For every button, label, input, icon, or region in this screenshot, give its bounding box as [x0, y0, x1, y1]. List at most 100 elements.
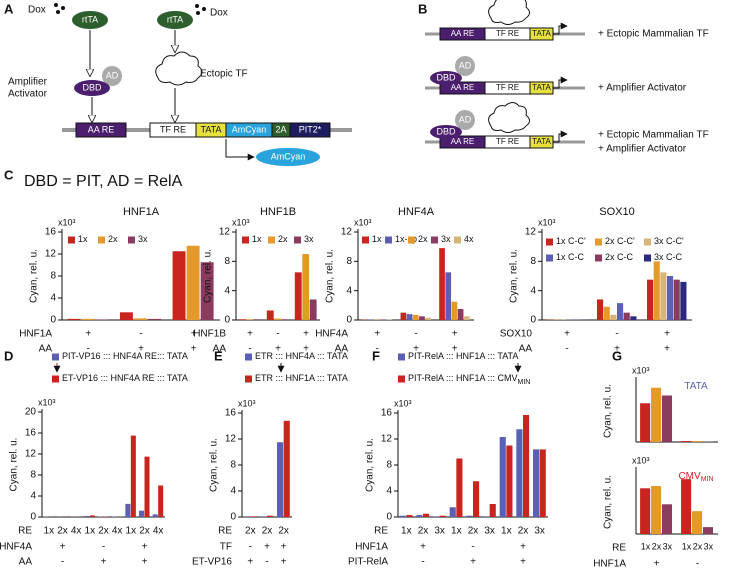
y-tick-label: 4	[30, 491, 36, 502]
ad-label: AD	[106, 70, 119, 80]
y-tick-label: 4	[346, 285, 352, 296]
y-axis-label: Cyan, rel. u.	[603, 384, 614, 438]
condition-label: HNF4A	[315, 329, 348, 340]
legend-label: 3x	[441, 234, 451, 244]
x-tick-label: 3x	[484, 526, 495, 537]
condition-value: -	[276, 329, 279, 340]
legend-label-main: PIT-RelA ::: HNF1A ::: TATA	[408, 351, 518, 361]
legend-swatch	[385, 236, 392, 244]
panel-label: B	[418, 1, 427, 16]
bar	[243, 516, 250, 517]
legend-label-main: 3x	[304, 234, 314, 244]
legend-label-main: 3x C-C'	[654, 236, 684, 246]
y-tick-label: 8	[224, 256, 230, 267]
condition-value: -	[248, 344, 251, 355]
x-tick-label: 2x	[139, 526, 150, 537]
legend-label-main: ET-VP16 ::: HNF4A RE ::: TATA	[62, 373, 188, 383]
bar-label: 2x	[693, 541, 703, 551]
legend-label-main: 2x	[108, 234, 118, 244]
legend-swatch	[454, 236, 461, 244]
chart-title-main: CMV	[678, 471, 701, 482]
bar	[152, 514, 158, 517]
condition-value: +	[247, 329, 253, 340]
bar	[119, 312, 133, 320]
panel-label: G	[612, 348, 622, 363]
bar	[439, 515, 446, 517]
bar	[681, 441, 692, 442]
condition-label: AA	[335, 344, 349, 355]
bar	[172, 251, 186, 320]
chart-title-sub: MIN	[701, 476, 714, 483]
bar-label: 3x	[663, 541, 673, 551]
legend-label: PIT-VP16 ::: HNF4A RE::: TATA	[62, 351, 188, 361]
y-tick-label: 8	[386, 460, 392, 471]
condition-value: +	[275, 344, 281, 355]
y-axis-label: Cyan, rel. u.	[29, 249, 40, 303]
legend-swatch	[431, 236, 438, 244]
legend-label: ETR ::: HNF4A ::: TATA	[255, 351, 348, 361]
y-axis-label: Cyan, rel. u.	[365, 438, 376, 492]
condition-value: +	[191, 344, 197, 355]
bar	[419, 316, 425, 320]
legend-swatch	[245, 353, 252, 361]
y-tick-label: 4	[386, 486, 392, 497]
y-tick-label: 0	[50, 315, 56, 326]
y-tick-label: 12	[225, 434, 237, 445]
legend-swatch	[408, 236, 415, 244]
promoter-arrow	[553, 130, 568, 143]
legend-swatch	[242, 236, 249, 244]
bar	[266, 310, 274, 320]
amplifier-label: Amplifier	[8, 77, 48, 88]
element-label: AA RE	[451, 83, 475, 92]
bar	[302, 254, 310, 320]
condition-value: -	[696, 559, 699, 570]
y-tick-label: 12	[45, 249, 57, 260]
bar-label: 1x	[641, 541, 651, 551]
condition-value: -	[414, 329, 417, 340]
x-tick-label: 1x	[44, 526, 55, 537]
multiplier: x10³	[58, 217, 76, 227]
legend-label-main: 1x	[372, 234, 382, 244]
bar	[516, 429, 523, 517]
condition-label: HNF1B	[193, 329, 226, 340]
bar	[433, 516, 440, 517]
ad	[455, 110, 475, 130]
legend-label: ETR ::: HNF1A ::: TATA	[255, 373, 348, 383]
multiplier: x10³	[632, 365, 650, 375]
legend-swatch	[398, 375, 405, 383]
bar	[148, 318, 161, 320]
y-tick-label: 0	[386, 512, 392, 523]
legend-label-main: 1x	[78, 234, 88, 244]
condition-value: +	[452, 329, 458, 340]
bar	[406, 314, 413, 320]
x-tick-label: 4x	[112, 526, 123, 537]
bar	[667, 276, 674, 320]
legend-swatch	[245, 375, 252, 383]
condition-value: +	[281, 542, 287, 553]
condition-value: +	[452, 344, 458, 355]
multiplier: x10³	[354, 217, 372, 227]
condition-value: -	[376, 344, 379, 355]
dox-label: Dox	[210, 8, 228, 19]
bar-label: 1x	[682, 541, 692, 551]
legend-label-main: 1x	[252, 234, 262, 244]
bar	[158, 485, 164, 517]
condition-value: +	[520, 557, 526, 568]
bar	[680, 281, 687, 320]
bar	[274, 318, 282, 320]
panel-a: Dox rtTA rtTA Dox Amplifier Activator AD…	[8, 3, 352, 166]
rtta-label: rtTA	[82, 14, 98, 24]
x-tick-label: 3x	[534, 526, 545, 537]
bar	[647, 279, 654, 320]
bar	[399, 515, 406, 517]
rtta-label: rtTA	[167, 14, 183, 24]
condition-value: +	[191, 329, 197, 340]
legend-label-main: 2x C-C'	[605, 236, 635, 246]
dbd-label: DBD	[436, 126, 456, 136]
bar	[466, 515, 473, 517]
element-label: TATA	[201, 124, 222, 134]
legend-label: 1x C-C	[556, 252, 585, 262]
chart-title: SOX10	[599, 206, 634, 218]
chart-title: HNF4A	[398, 206, 435, 218]
condition-label: AA	[213, 344, 227, 355]
